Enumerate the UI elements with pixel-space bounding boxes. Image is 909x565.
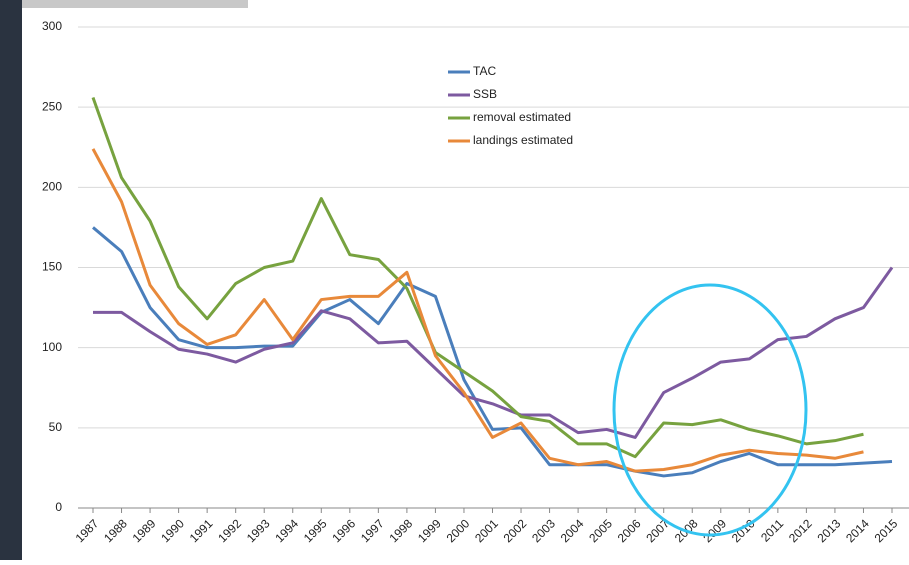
x-tick-label: 2001 bbox=[472, 516, 501, 545]
x-tick-label: 2006 bbox=[615, 516, 644, 545]
x-tick-label: 1990 bbox=[158, 516, 187, 545]
x-tick-label: 1989 bbox=[130, 516, 159, 545]
y-tick-label: 50 bbox=[49, 420, 63, 434]
x-tick-label: 2002 bbox=[501, 516, 530, 545]
x-tick-label: 2004 bbox=[558, 516, 587, 545]
x-tick-label: 2013 bbox=[815, 516, 844, 545]
x-tick-label: 2014 bbox=[843, 516, 872, 545]
y-tick-label: 150 bbox=[42, 260, 62, 274]
x-tick-label: 1991 bbox=[187, 516, 216, 545]
legend-label: TAC bbox=[473, 64, 496, 78]
highlight-ellipse bbox=[614, 285, 806, 535]
series-line bbox=[93, 268, 892, 438]
x-tick-label: 2000 bbox=[444, 516, 473, 545]
x-tick-label: 2015 bbox=[872, 516, 901, 545]
chart: 0501001502002503001987198819891990199119… bbox=[0, 0, 909, 560]
series-line bbox=[93, 149, 863, 471]
x-tick-label: 1999 bbox=[415, 516, 444, 545]
x-tick-label: 2012 bbox=[786, 516, 815, 545]
y-tick-label: 250 bbox=[42, 99, 62, 113]
x-tick-label: 2011 bbox=[758, 516, 786, 544]
y-tick-label: 0 bbox=[55, 500, 62, 514]
x-tick-label: 1992 bbox=[215, 516, 244, 545]
x-tick-label: 1997 bbox=[358, 516, 387, 545]
x-tick-label: 1995 bbox=[301, 516, 330, 545]
y-tick-label: 300 bbox=[42, 19, 62, 33]
x-tick-label: 1994 bbox=[272, 516, 301, 545]
top-bar bbox=[22, 0, 248, 8]
x-tick-label: 1987 bbox=[73, 516, 102, 545]
legend-label: landings estimated bbox=[473, 133, 573, 147]
x-tick-label: 1996 bbox=[329, 516, 358, 545]
legend-label: SSB bbox=[473, 87, 497, 101]
x-tick-label: 1988 bbox=[101, 516, 130, 545]
y-tick-label: 100 bbox=[42, 340, 62, 354]
legend-label: removal estimated bbox=[473, 110, 571, 124]
x-tick-label: 2003 bbox=[529, 516, 558, 545]
x-tick-label: 2009 bbox=[700, 516, 729, 545]
x-tick-label: 2005 bbox=[586, 516, 615, 545]
x-tick-label: 2007 bbox=[643, 516, 672, 545]
background-photo-strip bbox=[0, 0, 22, 560]
x-tick-label: 1993 bbox=[244, 516, 273, 545]
y-tick-label: 200 bbox=[42, 180, 62, 194]
x-tick-label: 1998 bbox=[386, 516, 415, 545]
